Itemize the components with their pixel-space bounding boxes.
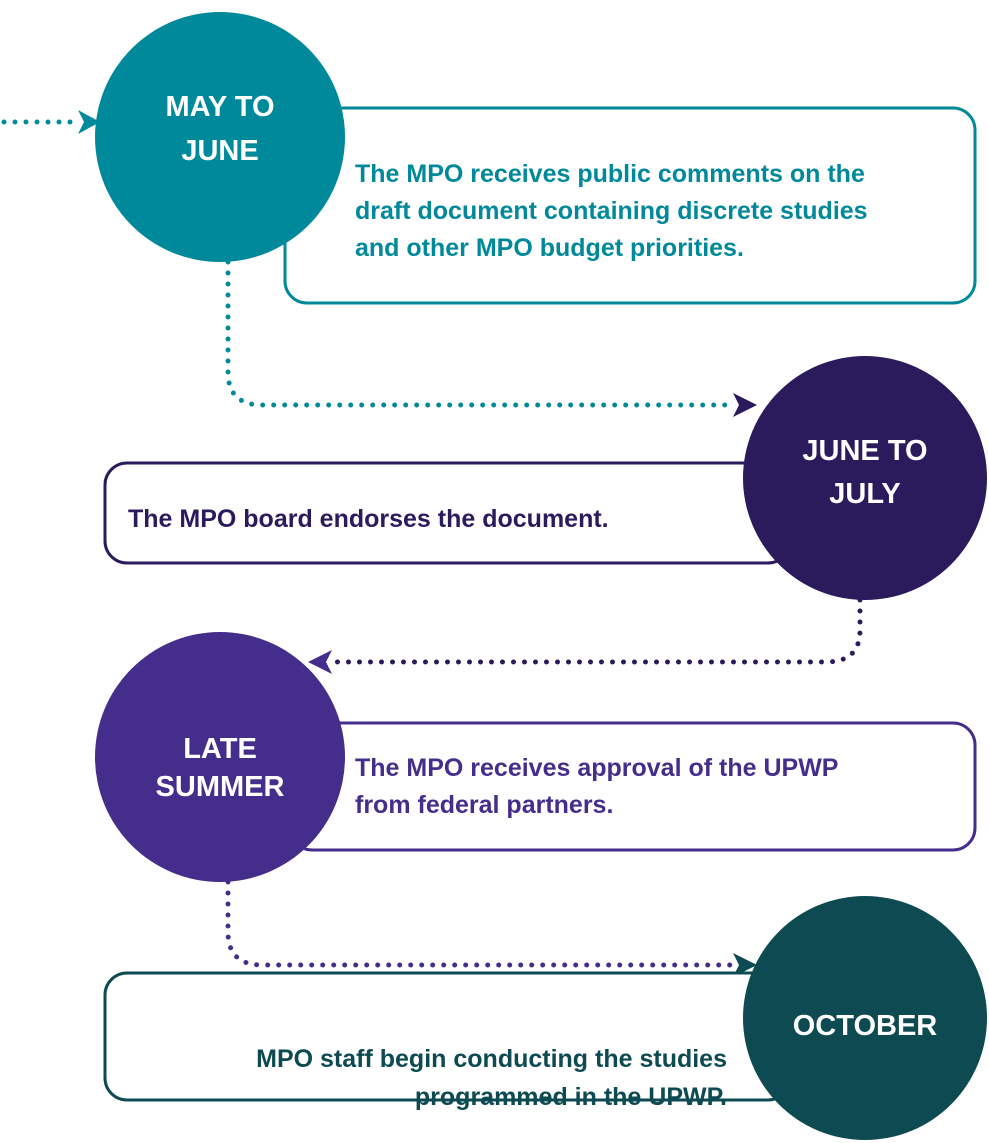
period: MAY TO <box>165 91 274 123</box>
period-circle <box>743 896 987 1140</box>
period-circle <box>743 356 987 600</box>
description: draft document containing discrete studi… <box>355 197 868 225</box>
period: JUNE TO <box>802 435 927 467</box>
period: JULY <box>829 478 900 510</box>
period-circle <box>95 12 345 262</box>
arrowhead <box>733 393 757 417</box>
description-box <box>103 971 792 1102</box>
arrowhead <box>733 953 757 977</box>
period-circle <box>95 632 345 882</box>
description: from federal partners. <box>355 791 613 819</box>
arrowhead <box>308 650 332 674</box>
connector <box>327 597 863 665</box>
description: programmed in the UPWP. <box>415 1083 727 1111</box>
description: The MPO board endorses the document. <box>128 505 609 533</box>
period: JUNE <box>181 135 258 167</box>
period: LATE <box>183 733 257 765</box>
arrowhead <box>78 110 100 134</box>
description: MPO staff begin conducting the studies <box>256 1045 727 1073</box>
description: The MPO receives public comments on the <box>355 160 865 188</box>
connector <box>225 259 738 408</box>
description: and other MPO budget priorities. <box>355 234 744 262</box>
description-box <box>288 721 977 852</box>
description: The MPO receives approval of the UPWP <box>355 754 838 782</box>
period: SUMMER <box>156 771 285 803</box>
period: OCTOBER <box>793 1010 938 1042</box>
connector <box>225 879 738 968</box>
